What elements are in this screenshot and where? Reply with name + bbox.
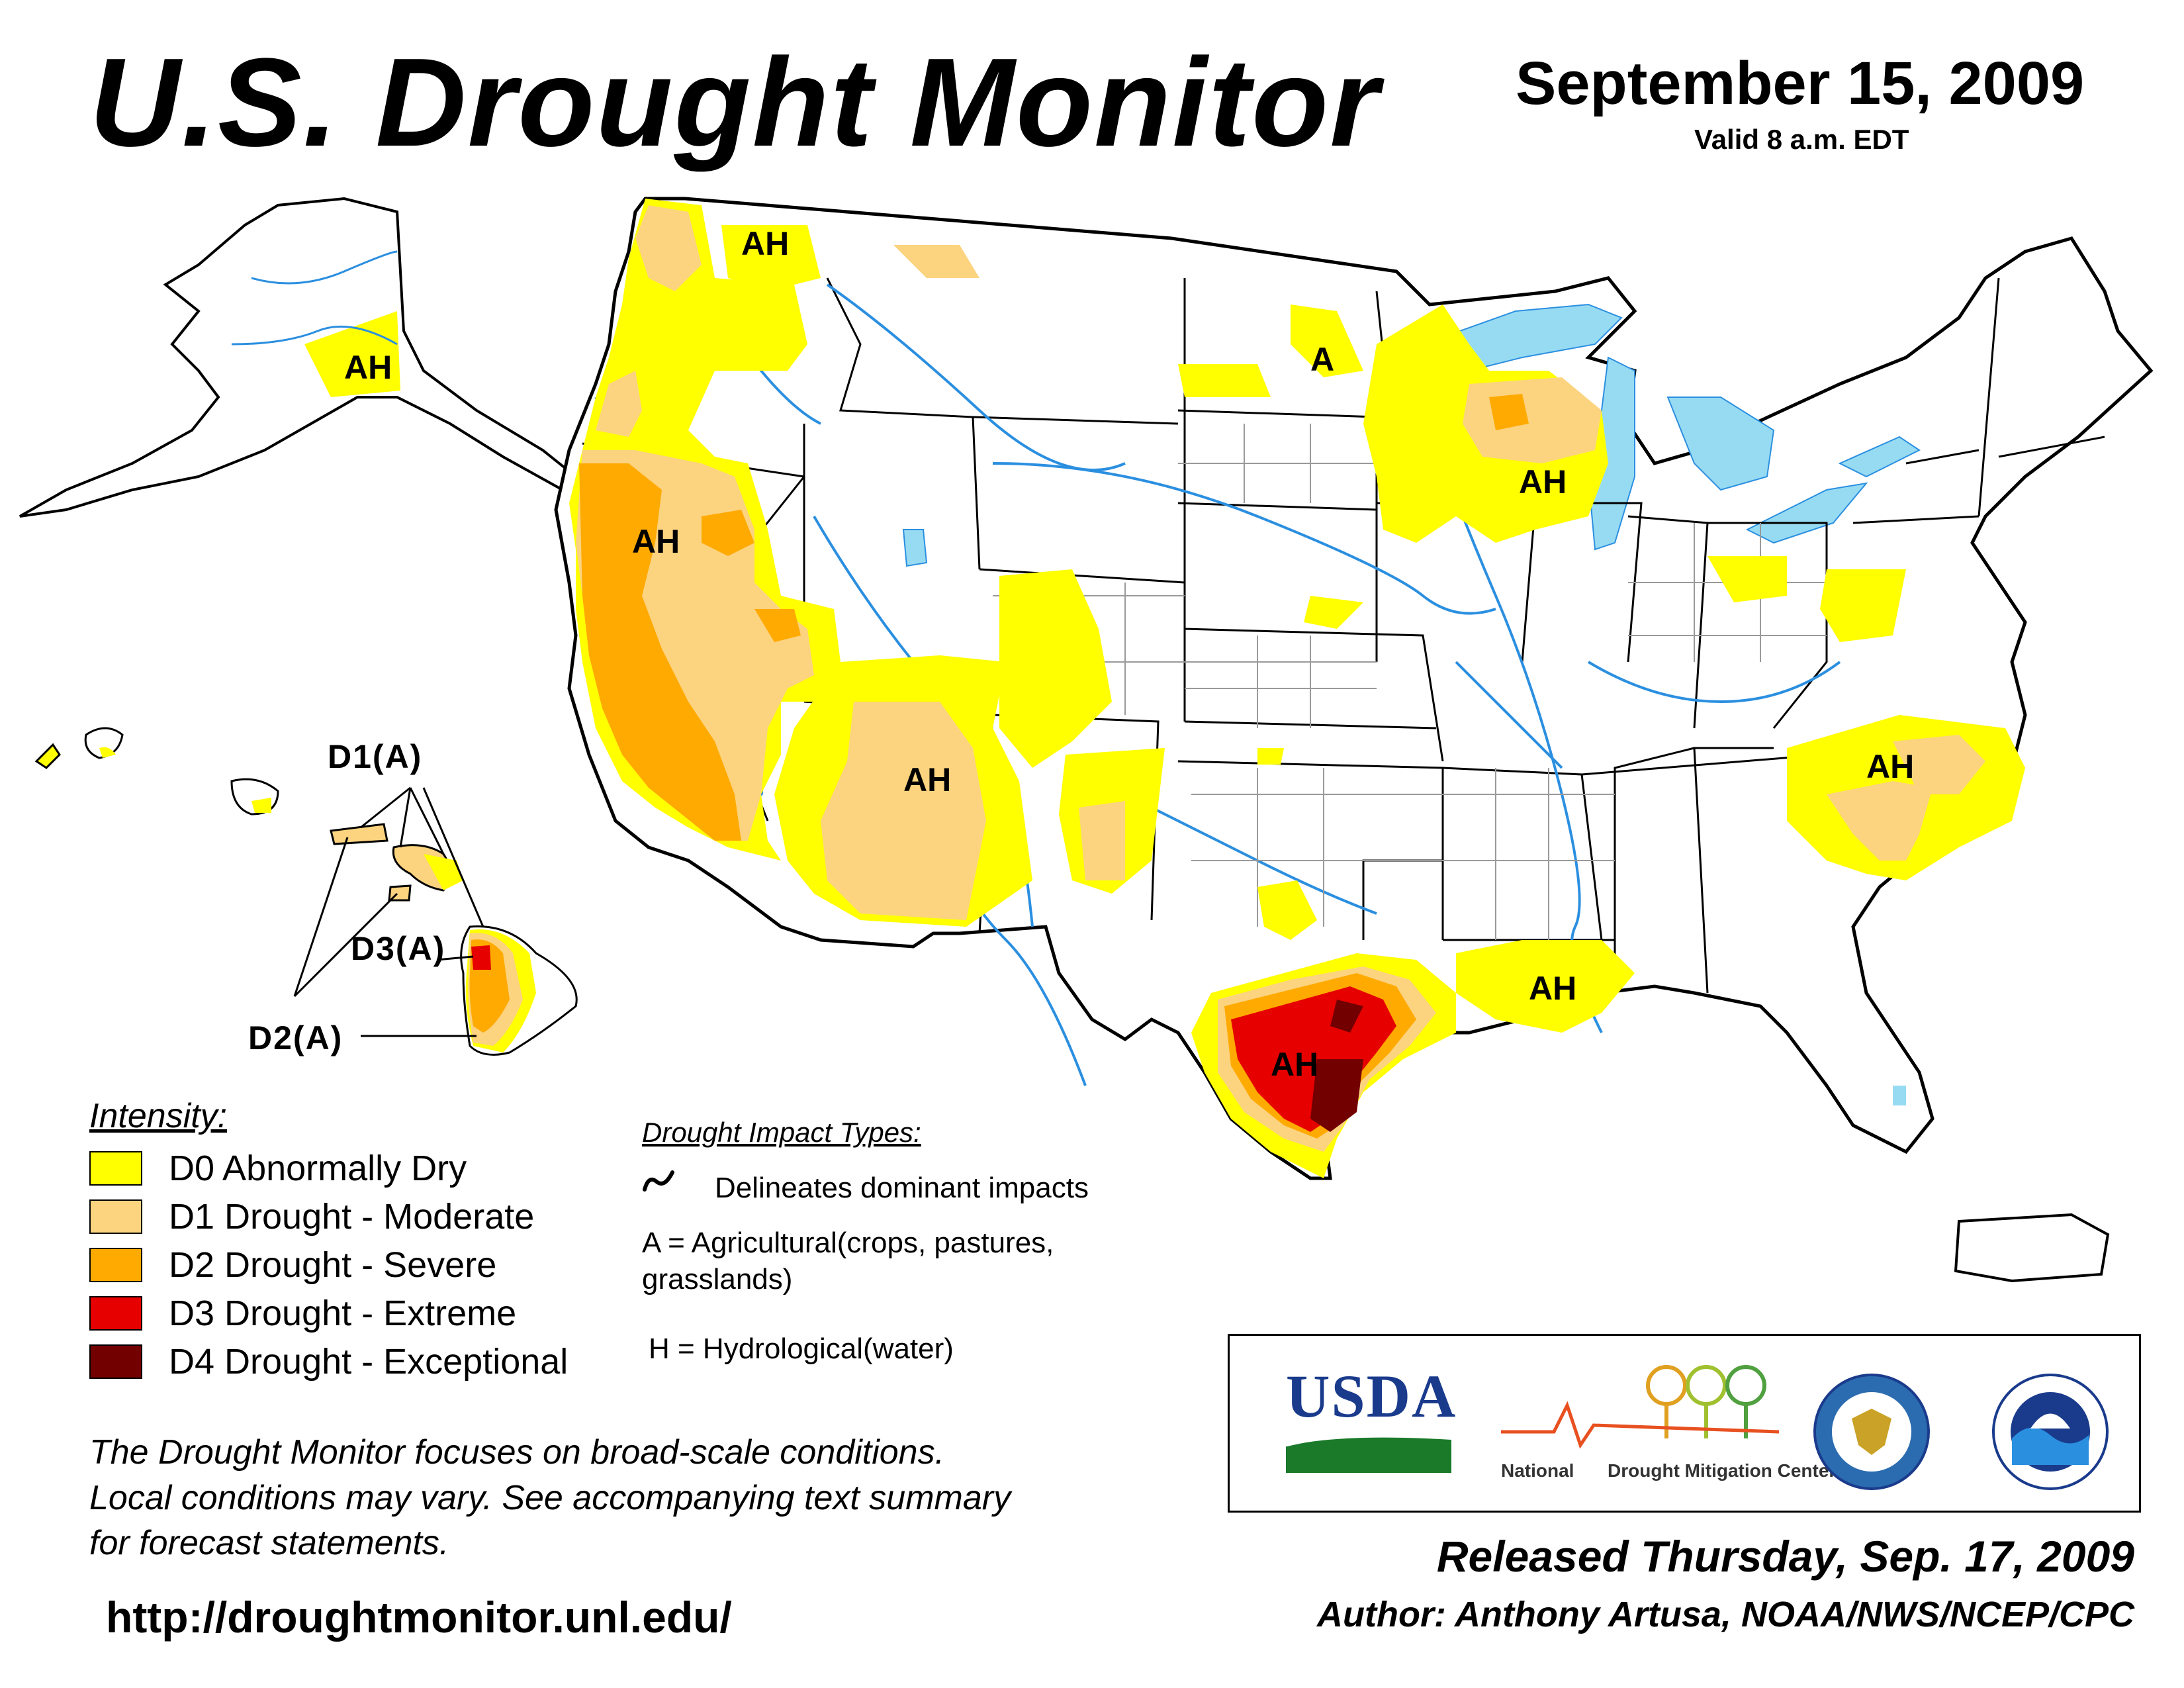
d0-swatch xyxy=(89,1151,142,1186)
usda-logo: USDA xyxy=(1285,1362,1457,1476)
ndmc-name-part2: Drought Mitigation Center xyxy=(1608,1460,1837,1481)
usda-logo-text: USDA xyxy=(1286,1362,1457,1430)
ca-nv-impact-label: AH xyxy=(632,523,680,560)
d4-swatch xyxy=(89,1344,142,1379)
legend-label: D0 Abnormally Dry xyxy=(169,1149,467,1188)
usda-field-icon xyxy=(1285,1432,1452,1473)
map-title: U.S. Drought Monitor xyxy=(89,32,1381,173)
alaska-d0-area xyxy=(304,311,400,397)
oklahoma-d0-area xyxy=(1257,880,1317,940)
legend-item-d0: D0 Abnormally Dry xyxy=(89,1149,467,1188)
hydrological-text: H = Hydrological(water) xyxy=(649,1333,954,1365)
pnw-impact-label: AH xyxy=(741,225,789,262)
puerto-rico-map xyxy=(1954,1213,2110,1283)
alaska-map: AH xyxy=(19,197,578,518)
agricultural-text-1: A = Agricultural(crops, pastures, xyxy=(642,1227,1054,1259)
louisiana-d0-area xyxy=(1456,940,1635,1033)
commerce-seal-icon xyxy=(1813,1374,1930,1490)
north-dakota-impact-label: A xyxy=(1310,341,1334,378)
note-line-3: for forecast statements. xyxy=(89,1524,449,1563)
author: Author: Anthony Artusa, NOAA/NWS/NCEP/CP… xyxy=(1317,1595,2134,1634)
hawaii-d3-label: D3(A) xyxy=(351,930,445,967)
note-line-2: Local conditions may vary. See accompany… xyxy=(89,1478,1011,1517)
disclaimer-note: The Drought Monitor focuses on broad-sca… xyxy=(89,1430,1214,1566)
carolinas-impact-label: AH xyxy=(1866,748,1914,785)
lake-ontario xyxy=(1838,436,1921,478)
ndmc-logo-text: National Drought Mitigation Center xyxy=(1501,1460,1836,1481)
texas-d4-area-south xyxy=(1310,1059,1363,1132)
ndmc-trees-icon xyxy=(1501,1365,1780,1449)
map-date: September 15, 2009 xyxy=(1516,50,2085,117)
arizona-d1-area xyxy=(821,702,986,920)
louisiana-impact-label: AH xyxy=(1529,970,1576,1007)
partner-logos: USDA National Drought Mitigation Center xyxy=(1228,1334,2141,1513)
legend-title: Intensity: xyxy=(89,1097,228,1135)
texas-d4-area-north xyxy=(1330,1000,1363,1033)
legend-item-d2: D2 Drought - Severe xyxy=(89,1245,496,1285)
idaho-d0-area xyxy=(721,225,821,291)
hawaii-d1-label: D1(A) xyxy=(328,738,422,775)
impact-types-title: Drought Impact Types: xyxy=(642,1117,921,1148)
d3-swatch xyxy=(89,1296,142,1331)
hawaii-d2-label: D2(A) xyxy=(248,1019,343,1056)
release-date: Released Thursday, Sep. 17, 2009 xyxy=(1436,1532,2134,1581)
delineates-text: Delineates dominant impacts xyxy=(715,1172,1089,1204)
legend-item-d4: D4 Drought - Exceptional xyxy=(89,1342,568,1382)
legend-label: D2 Drought - Severe xyxy=(169,1245,497,1285)
north-dakota-d0-area xyxy=(1178,364,1271,397)
d1-swatch xyxy=(89,1199,142,1234)
conus-map: AH AH AH A AH AH AH AH xyxy=(554,197,2154,1180)
lake-erie xyxy=(1745,482,1868,544)
impact-line-icon xyxy=(643,1170,674,1192)
ndmc-logo: National Drought Mitigation Center xyxy=(1501,1359,1836,1491)
arizona-impact-label: AH xyxy=(903,761,951,798)
colorado-d0-area xyxy=(999,569,1112,768)
legend-item-d1: D1 Drought - Moderate xyxy=(89,1197,534,1237)
agricultural-text-2: grasslands) xyxy=(642,1263,793,1295)
alaska-impact-label: AH xyxy=(344,349,392,386)
legend-label: D3 Drought - Extreme xyxy=(169,1293,517,1333)
california-d2-area xyxy=(579,463,741,841)
great-salt-lake xyxy=(902,529,928,567)
legend-label: D1 Drought - Moderate xyxy=(169,1197,535,1237)
note-line-1: The Drought Monitor focuses on broad-sca… xyxy=(89,1433,945,1472)
lake-huron xyxy=(1666,397,1775,491)
washington-d1-area xyxy=(635,205,702,291)
valid-time: Valid 8 a.m. EDT xyxy=(1694,124,1909,155)
hawaii-map: D1(A) D3(A) D2(A) xyxy=(34,727,578,1056)
carolinas-d1-area xyxy=(1827,781,1933,861)
oregon-d1-area xyxy=(596,371,642,437)
montana-d1-area xyxy=(893,245,979,278)
legend-item-d3: D3 Drought - Extreme xyxy=(89,1293,516,1333)
ndmc-name-part1: National xyxy=(1501,1460,1574,1481)
website-link[interactable]: http://droughtmonitor.unl.edu/ xyxy=(106,1593,732,1642)
noaa-logo-icon xyxy=(1992,1374,2109,1490)
d2-swatch xyxy=(89,1248,142,1282)
wisconsin-impact-label: AH xyxy=(1519,463,1567,500)
texas-impact-label: AH xyxy=(1271,1046,1318,1083)
legend-label: D4 Drought - Exceptional xyxy=(169,1342,569,1382)
pennsylvania-d0-area xyxy=(1820,569,1906,642)
